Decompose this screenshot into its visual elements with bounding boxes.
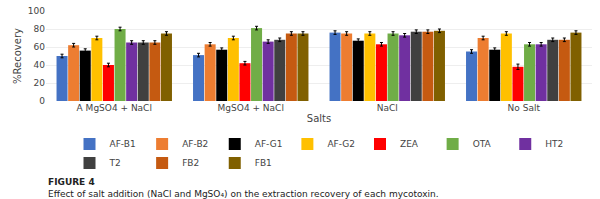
svg-text:AF-G1: AF-G1 [255,139,283,149]
svg-text:ZEA: ZEA [400,139,419,149]
svg-text:20: 20 [34,78,46,88]
svg-text:AF-B1: AF-B1 [110,139,136,149]
svg-text:FIGURE 4: FIGURE 4 [48,177,95,187]
svg-text:60: 60 [34,42,46,52]
svg-text:AF-B2: AF-B2 [182,139,208,149]
svg-text:AF-G2: AF-G2 [327,139,355,149]
svg-text:A MgSO4 + NaCl: A MgSO4 + NaCl [77,103,152,113]
svg-text:FB2: FB2 [182,158,199,168]
svg-text:FB1: FB1 [255,158,272,168]
svg-text:HT2: HT2 [545,139,563,149]
svg-text:0: 0 [39,96,45,106]
svg-text:MgSO4 + NaCl: MgSO4 + NaCl [218,103,284,113]
svg-text:No Salt: No Salt [508,103,541,113]
svg-text:40: 40 [34,60,46,70]
svg-text:Salts: Salts [307,113,331,124]
svg-text:T2: T2 [109,158,121,168]
svg-text:80: 80 [34,24,46,34]
svg-text:%Recovery: %Recovery [12,28,23,84]
svg-text:OTA: OTA [473,139,492,149]
svg-text:Effect of salt addition (NaCl: Effect of salt addition (NaCl and MgSO₄)… [48,189,439,199]
svg-text:NaCl: NaCl [377,103,398,113]
svg-text:100: 100 [28,6,45,16]
